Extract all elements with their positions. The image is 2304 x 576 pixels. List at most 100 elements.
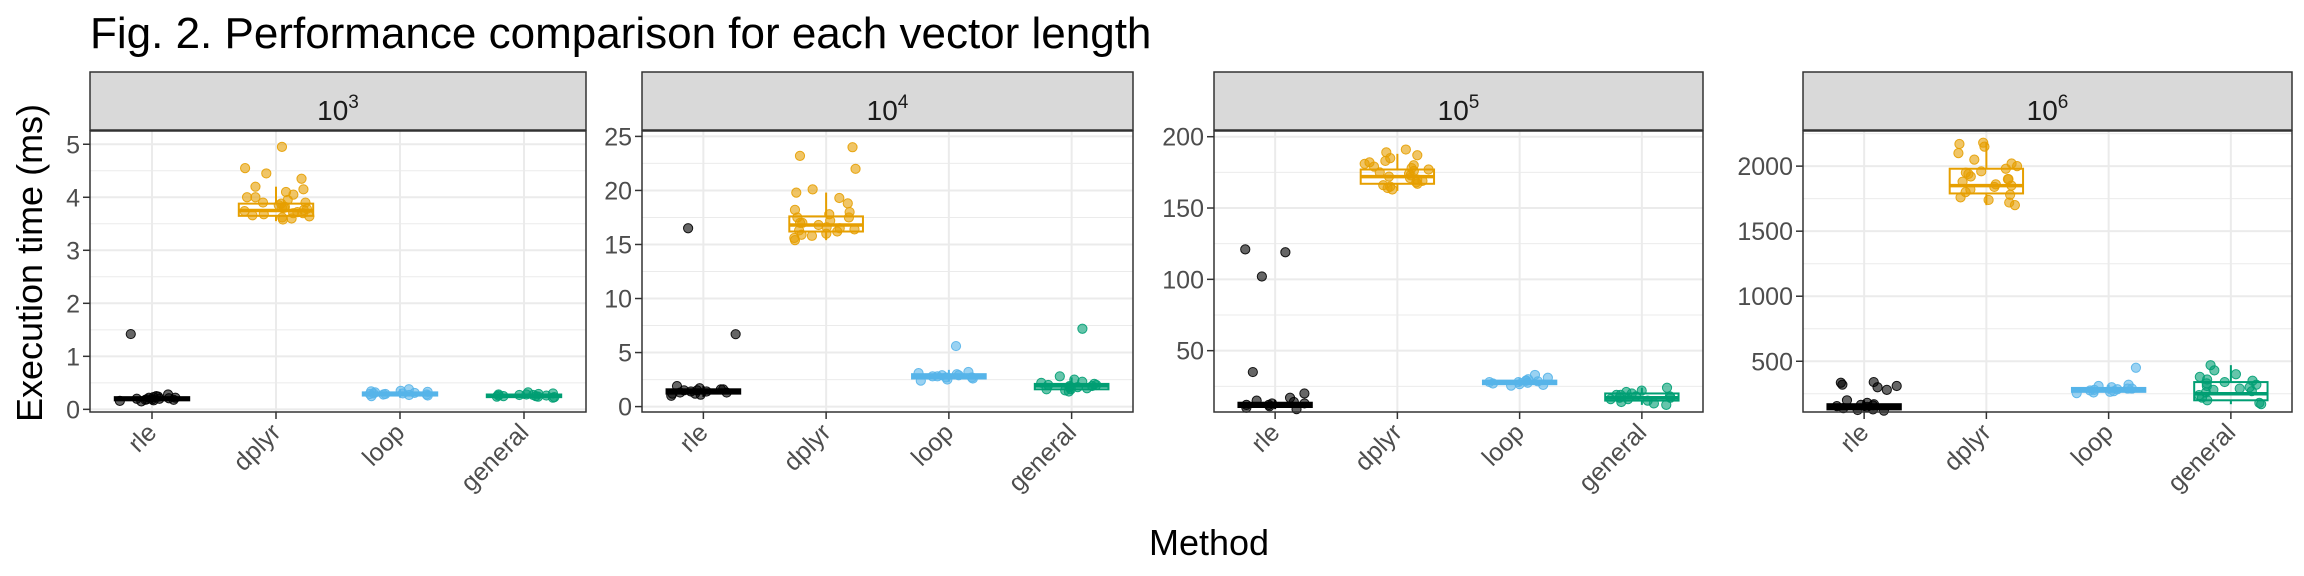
data-point-general xyxy=(2209,365,2220,376)
panel-strip-exponent: 4 xyxy=(898,92,909,113)
y-tick-label: 3 xyxy=(66,237,80,265)
data-point-loop xyxy=(2122,383,2133,394)
data-point-rle xyxy=(715,384,726,395)
data-point-dplyr xyxy=(239,205,250,217)
box-dplyr xyxy=(1948,167,2025,195)
data-point-loop xyxy=(2130,362,2142,373)
x-tick-label-dplyr: dplyr xyxy=(1350,418,1408,476)
data-point-dplyr xyxy=(1364,157,1375,168)
data-point-dplyr xyxy=(288,208,299,219)
panel-strip-base: 10 xyxy=(867,95,898,126)
y-tick-label: 150 xyxy=(1162,195,1204,223)
data-point-rle xyxy=(1837,379,1848,390)
data-point-general xyxy=(1077,323,1088,334)
data-point-dplyr xyxy=(807,184,818,195)
panel-border xyxy=(89,130,587,413)
y-tick-label: 50 xyxy=(1176,338,1204,366)
data-point-general xyxy=(514,389,525,401)
data-point-general xyxy=(1665,392,1676,403)
y-tick-label: 1 xyxy=(66,343,80,371)
data-point-dplyr xyxy=(277,202,288,213)
x-tick-label-dplyr: dplyr xyxy=(778,418,836,476)
data-point-loop xyxy=(1484,376,1495,388)
data-point-dplyr xyxy=(304,211,315,222)
data-point-rle xyxy=(678,385,690,396)
x-tick-label-rle: rle xyxy=(1835,418,1874,457)
data-point-dplyr xyxy=(2000,163,2011,174)
y-tick-label: 25 xyxy=(604,123,632,151)
x-tick-label-loop: loop xyxy=(357,418,410,471)
data-point-dplyr xyxy=(1400,144,1411,155)
data-point-dplyr xyxy=(1380,155,1391,167)
data-point-dplyr xyxy=(796,229,807,240)
data-point-dplyr xyxy=(277,214,289,225)
x-tick-label-rle: rle xyxy=(123,418,162,457)
x-tick-label-general: general xyxy=(1573,418,1652,497)
data-point-dplyr xyxy=(1412,178,1423,189)
x-tick-label-loop: loop xyxy=(1477,418,1530,471)
data-point-dplyr xyxy=(794,150,806,161)
data-point-rle xyxy=(1266,398,1278,409)
panel-strip-exponent: 6 xyxy=(2058,92,2069,113)
data-point-general xyxy=(1072,382,1083,393)
data-point-dplyr xyxy=(1960,167,1971,178)
data-point-loop xyxy=(364,388,375,400)
plot-background xyxy=(1214,131,1703,412)
data-point-dplyr xyxy=(276,141,288,153)
y-tick-label: 500 xyxy=(1751,348,1793,376)
panel-strip-exponent: 3 xyxy=(348,92,359,113)
panel-border xyxy=(1213,130,1704,413)
data-point-dplyr xyxy=(1989,181,2000,193)
data-point-general xyxy=(2234,383,2245,394)
data-point-rle xyxy=(170,392,181,403)
data-point-dplyr xyxy=(241,192,253,203)
y-tick-label: 100 xyxy=(1162,266,1204,294)
data-point-loop xyxy=(950,340,962,352)
data-point-loop xyxy=(2088,387,2099,398)
data-point-general xyxy=(2246,386,2257,397)
data-point-dplyr xyxy=(2002,174,2014,185)
data-point-loop xyxy=(913,367,924,379)
data-point-loop xyxy=(2071,388,2082,399)
data-point-dplyr xyxy=(247,210,258,221)
data-point-dplyr xyxy=(1957,176,1968,187)
data-point-rle xyxy=(1855,399,1866,410)
x-tick-label-loop: loop xyxy=(2066,418,2119,471)
data-point-general xyxy=(2201,380,2212,392)
data-point-dplyr xyxy=(1383,171,1395,182)
y-tick-label: 1000 xyxy=(1737,283,1793,311)
data-point-dplyr xyxy=(849,224,860,235)
data-point-general xyxy=(2202,395,2213,406)
x-tick-label-loop: loop xyxy=(906,418,959,471)
data-point-rle xyxy=(1280,247,1291,258)
data-point-dplyr xyxy=(298,184,309,195)
data-point-rle xyxy=(1831,401,1842,412)
data-point-rle xyxy=(667,388,678,399)
panel-strip xyxy=(1213,71,1704,131)
box-general xyxy=(2193,381,2269,402)
data-point-rle xyxy=(114,395,125,406)
data-point-general xyxy=(1661,382,1673,393)
data-point-dplyr xyxy=(850,163,861,174)
data-point-dplyr xyxy=(1955,192,1966,203)
data-point-dplyr xyxy=(258,209,269,220)
data-point-dplyr xyxy=(261,168,272,179)
data-point-dplyr xyxy=(1983,194,1994,206)
data-point-dplyr xyxy=(2009,200,2020,211)
data-point-rle xyxy=(1299,388,1310,399)
x-axis-title: Method xyxy=(1149,522,1269,563)
data-point-loop xyxy=(422,390,433,401)
data-point-loop xyxy=(932,371,943,382)
data-point-loop xyxy=(1542,372,1553,383)
panel-strip-label: 105 xyxy=(1438,92,1480,126)
data-point-dplyr xyxy=(842,198,853,209)
data-point-dplyr xyxy=(791,187,802,198)
data-point-rle xyxy=(1878,405,1889,416)
x-tick-label-rle: rle xyxy=(674,418,713,457)
data-point-loop xyxy=(953,370,964,381)
x-tick-label-general: general xyxy=(455,418,534,497)
data-point-dplyr xyxy=(1969,154,1980,165)
panel-strip-label: 103 xyxy=(317,92,359,126)
data-point-rle xyxy=(1256,271,1267,282)
